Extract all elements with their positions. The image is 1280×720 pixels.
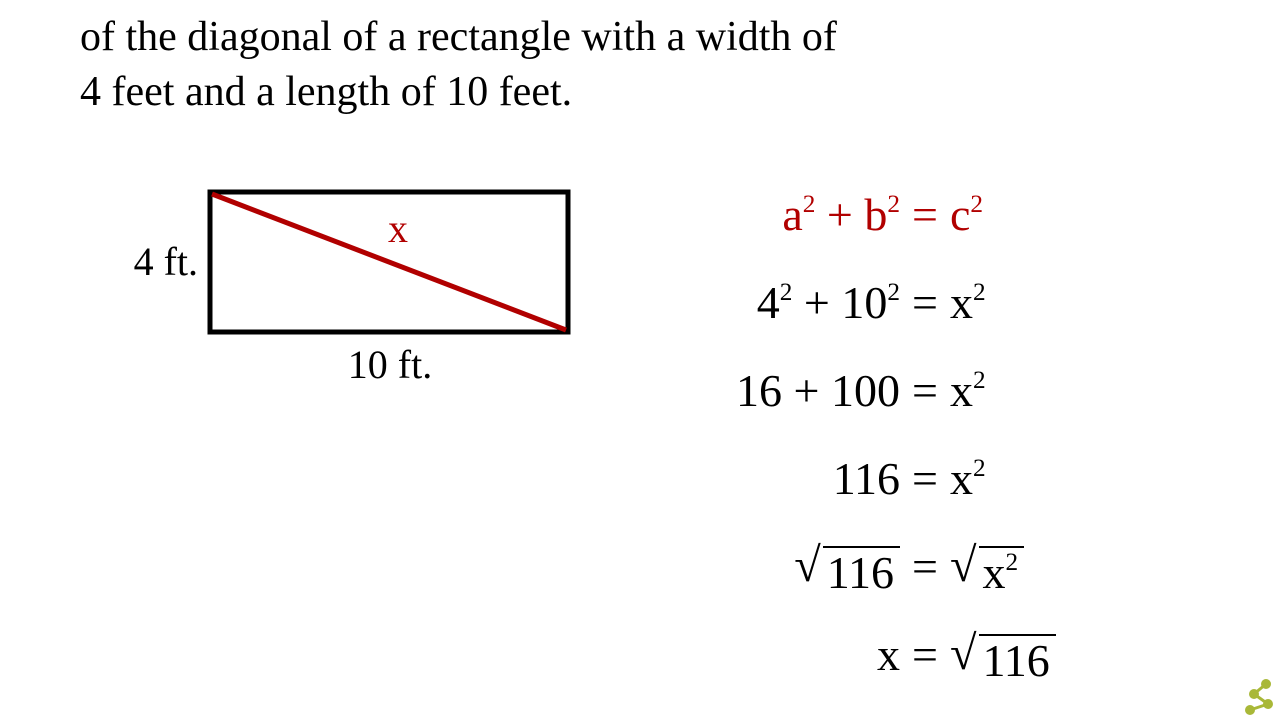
num-10: 10 bbox=[841, 277, 887, 328]
equals: = bbox=[910, 628, 940, 681]
var-x: x bbox=[877, 628, 900, 681]
sup-2: 2 bbox=[973, 366, 986, 394]
radical-icon: √ bbox=[950, 630, 979, 678]
plus: + bbox=[827, 189, 853, 240]
sqrt-116: √ 116 bbox=[794, 543, 900, 596]
problem-line-1: of the diagonal of a rectangle with a wi… bbox=[80, 14, 837, 60]
sup-2: 2 bbox=[887, 190, 900, 218]
radical-icon: √ bbox=[794, 542, 823, 590]
equals: = bbox=[910, 364, 940, 417]
var-a: a bbox=[782, 189, 802, 240]
equation-formula: a2 + b2 = c2 bbox=[640, 170, 1200, 258]
equation-step-5: x = √ 116 bbox=[640, 610, 1200, 698]
radicand-116: 116 bbox=[823, 546, 900, 596]
lhs-116: 116 bbox=[833, 452, 900, 505]
equation-step-4: √ 116 = √ x2 bbox=[640, 522, 1200, 610]
var-x: x bbox=[950, 277, 973, 328]
sup-2: 2 bbox=[1006, 548, 1019, 576]
sup-2: 2 bbox=[973, 454, 986, 482]
equals: = bbox=[910, 276, 940, 329]
radical-icon: √ bbox=[950, 542, 979, 590]
sup-2: 2 bbox=[970, 190, 983, 218]
var-x: x bbox=[950, 365, 973, 416]
var-x: x bbox=[950, 453, 973, 504]
width-label: 4 ft. bbox=[134, 239, 198, 284]
sup-2: 2 bbox=[887, 278, 900, 306]
sqrt-116: √ 116 bbox=[950, 631, 1056, 684]
equals: = bbox=[910, 452, 940, 505]
sup-2: 2 bbox=[780, 278, 793, 306]
equation-step-1: 42 + 102 = x2 bbox=[640, 258, 1200, 346]
plus: + bbox=[804, 277, 830, 328]
diagonal-label: x bbox=[388, 206, 408, 251]
sqrt-x-squared: √ x2 bbox=[950, 543, 1024, 596]
lhs-16-plus-100: 16 + 100 bbox=[736, 364, 900, 417]
num-4: 4 bbox=[757, 277, 780, 328]
sup-2: 2 bbox=[803, 190, 816, 218]
equation-step-2: 16 + 100 = x2 bbox=[640, 346, 1200, 434]
var-c: c bbox=[950, 189, 970, 240]
radicand-116: 116 bbox=[979, 634, 1056, 684]
var-x: x bbox=[983, 547, 1006, 598]
equals: = bbox=[910, 188, 940, 241]
rectangle-diagram: 4 ft. 10 ft. x bbox=[110, 180, 590, 400]
var-b: b bbox=[864, 189, 887, 240]
radicand-x2: x2 bbox=[979, 546, 1025, 596]
equals: = bbox=[910, 540, 940, 593]
equation-step-3: 116 = x2 bbox=[640, 434, 1200, 522]
problem-line-2: 4 feet and a length of 10 feet. bbox=[80, 69, 572, 115]
length-label: 10 ft. bbox=[348, 342, 432, 387]
corner-logo-icon bbox=[1236, 676, 1276, 716]
problem-text: of the diagonal of a rectangle with a wi… bbox=[80, 10, 1200, 119]
equations-column: a2 + b2 = c2 42 + 102 = x2 16 + 100 = x2… bbox=[640, 170, 1200, 698]
sup-2: 2 bbox=[973, 278, 986, 306]
